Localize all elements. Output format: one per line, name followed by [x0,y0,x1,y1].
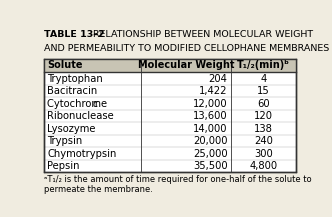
Text: 25,000: 25,000 [193,148,227,158]
Text: 15: 15 [257,86,270,96]
Text: Bacitracin: Bacitracin [47,86,97,96]
Text: 4: 4 [260,74,267,84]
Text: Trypsin: Trypsin [47,136,82,146]
Text: 1,422: 1,422 [199,86,227,96]
Text: permeate the membrane.: permeate the membrane. [44,185,153,194]
Text: ᵃT₁/₂ is the amount of time required for one-half of the solute to: ᵃT₁/₂ is the amount of time required for… [44,175,312,184]
Text: 300: 300 [254,148,273,158]
Text: 12,000: 12,000 [193,99,227,108]
Text: TABLE 13–2: TABLE 13–2 [44,30,105,39]
Text: 13,600: 13,600 [193,111,227,121]
Text: RELATIONSHIP BETWEEN MOLECULAR WEIGHT: RELATIONSHIP BETWEEN MOLECULAR WEIGHT [84,30,313,39]
Text: 240: 240 [254,136,273,146]
Text: Molecular Weight: Molecular Weight [138,61,234,71]
Text: 120: 120 [254,111,273,121]
Text: c: c [93,99,99,108]
Text: 138: 138 [254,123,273,133]
Bar [44,59,296,72]
Text: 20,000: 20,000 [193,136,227,146]
Text: 14,000: 14,000 [193,123,227,133]
Text: Ribonuclease: Ribonuclease [47,111,114,121]
Text: Tryptophan: Tryptophan [47,74,103,84]
Text: 60: 60 [257,99,270,108]
Text: Solute: Solute [47,61,83,71]
Bar [44,59,296,172]
Text: Pepsin: Pepsin [47,161,80,171]
Text: T₁/₂(min)ᵇ: T₁/₂(min)ᵇ [237,61,290,71]
Text: Lysozyme: Lysozyme [47,123,96,133]
Text: 35,500: 35,500 [193,161,227,171]
Text: AND PERMEABILITY TO MODIFIED CELLOPHANE MEMBRANES: AND PERMEABILITY TO MODIFIED CELLOPHANE … [44,44,329,53]
Text: Chymotrypsin: Chymotrypsin [47,148,117,158]
Text: 204: 204 [209,74,227,84]
Text: Cytochrome: Cytochrome [47,99,111,108]
Text: 4,800: 4,800 [249,161,278,171]
